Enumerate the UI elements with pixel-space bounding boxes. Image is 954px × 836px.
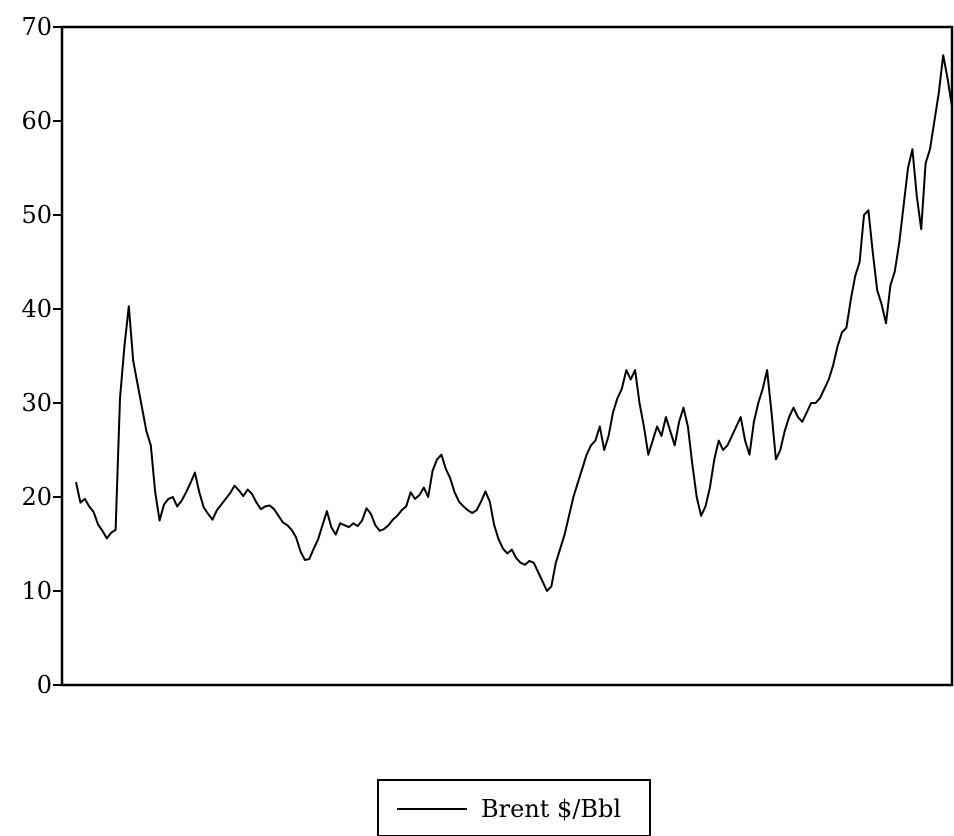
y-tick-label: 50 [21, 201, 52, 229]
y-tick-label: 20 [21, 483, 52, 511]
legend-label: Brent $/Bbl [481, 795, 621, 823]
y-tick-label: 40 [21, 295, 52, 323]
y-tick-label: 60 [21, 107, 52, 135]
series-layer [75, 54, 953, 592]
legend: Brent $/Bbl [377, 779, 651, 836]
y-tick-label: 0 [37, 671, 52, 699]
plot-frame [60, 25, 954, 687]
y-axis: 0 10 20 30 40 50 60 70 [21, 13, 62, 699]
plot-border [60, 25, 954, 687]
series-line-brent [75, 54, 953, 592]
y-tick-label: 70 [21, 13, 52, 41]
y-tick-label: 10 [21, 577, 52, 605]
y-tick-label: 30 [21, 389, 52, 417]
